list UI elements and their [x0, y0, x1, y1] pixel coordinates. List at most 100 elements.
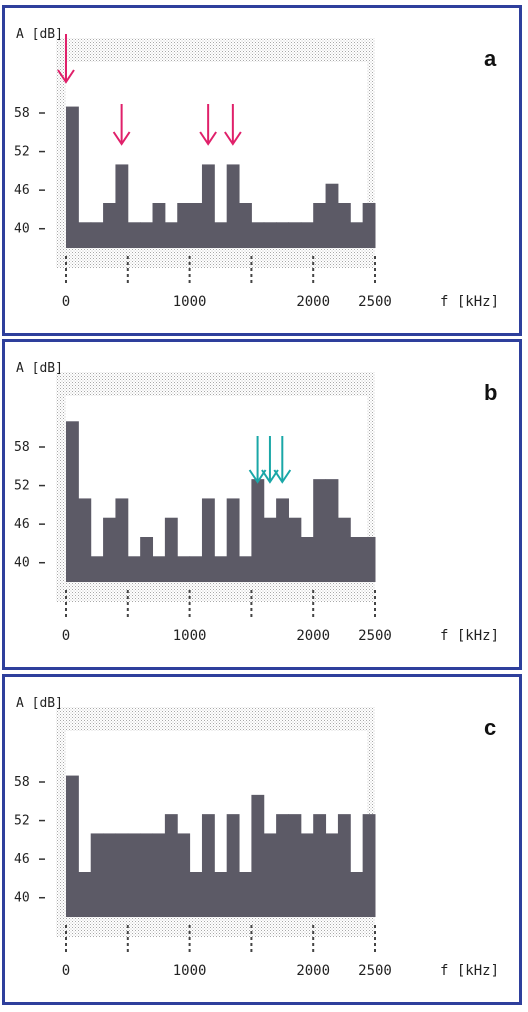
bar — [214, 872, 228, 917]
y-axis-label: A [dB] — [16, 361, 63, 376]
bar — [152, 833, 166, 917]
annotation-arrow — [199, 104, 217, 146]
bar — [177, 556, 191, 582]
bar — [90, 222, 104, 248]
bar — [313, 203, 327, 248]
y-tick-label: 52 — [14, 479, 30, 494]
bar — [201, 814, 215, 917]
annotation-arrow — [261, 436, 279, 484]
bar — [350, 872, 364, 917]
bar — [251, 222, 265, 248]
bar — [127, 222, 141, 248]
bar — [239, 872, 252, 917]
x-tick-label: 2500 — [358, 963, 392, 979]
bar — [177, 203, 191, 248]
y-tick-label: 46 — [14, 183, 30, 198]
y-tick-label: 40 — [14, 891, 30, 906]
bar — [66, 421, 79, 582]
x-axis-label: f [kHz] — [440, 628, 499, 644]
bar — [103, 833, 116, 917]
bar — [201, 498, 215, 582]
x-axis-label: f [kHz] — [440, 963, 499, 979]
x-tick-label: 2000 — [296, 628, 330, 644]
y-tick-label: 52 — [14, 814, 30, 829]
bar — [239, 203, 252, 248]
bar — [214, 556, 228, 582]
bar — [325, 833, 339, 917]
bar — [164, 517, 178, 582]
y-tick-label: 58 — [14, 440, 30, 455]
bar — [115, 498, 129, 582]
bar — [115, 833, 129, 917]
x-axis-label: f [kHz] — [440, 294, 499, 310]
bar — [337, 814, 351, 917]
x-tick-label: 2500 — [358, 294, 392, 310]
bar — [152, 203, 166, 248]
y-tick-label: 52 — [14, 145, 30, 160]
bar — [263, 517, 277, 582]
y-axis-label: A [dB] — [16, 696, 63, 711]
chart-panel-a: A [dB] 58 52 46 40 0 1000 2000 2500 f [kHz] a — [2, 5, 522, 336]
bar — [288, 517, 302, 582]
annotation-arrow — [273, 436, 292, 484]
bar — [325, 183, 339, 248]
bar — [350, 222, 364, 248]
bar — [127, 556, 141, 582]
panel-letter: a — [484, 46, 497, 71]
x-tick-label: 1000 — [173, 628, 207, 644]
bar — [350, 537, 364, 582]
bar — [362, 203, 376, 248]
bar — [251, 479, 265, 582]
bar — [103, 517, 116, 582]
bar — [66, 775, 79, 917]
x-tick-label: 2500 — [358, 628, 392, 644]
x-tick-label: 0 — [62, 628, 70, 644]
bar — [300, 833, 314, 917]
x-tick-label: 1000 — [173, 294, 207, 310]
annotation-arrow — [248, 436, 267, 484]
bar — [251, 794, 265, 917]
bar — [313, 814, 327, 917]
bar — [103, 203, 116, 248]
bar — [127, 833, 141, 917]
bar — [276, 814, 289, 917]
bar — [140, 222, 154, 248]
bar — [164, 222, 178, 248]
annotation-arrow — [224, 104, 242, 146]
bar — [189, 203, 203, 248]
chart-panel-c: A [dB] 58 52 46 40 0 1000 2000 2500 f [kHz] c — [2, 674, 522, 1005]
bar — [152, 556, 166, 582]
y-tick-label: 40 — [14, 556, 30, 571]
bar — [66, 106, 79, 248]
bar — [362, 814, 376, 917]
y-tick-label: 46 — [14, 517, 30, 532]
bar — [140, 537, 154, 582]
bar — [201, 164, 215, 248]
x-tick-label: 0 — [62, 963, 70, 979]
bar — [226, 164, 240, 248]
bar — [337, 203, 351, 248]
bar — [288, 222, 302, 248]
x-tick-label: 2000 — [296, 294, 330, 310]
y-tick-label: 40 — [14, 222, 30, 237]
y-tick-label: 46 — [14, 852, 30, 867]
panel-letter: b — [484, 380, 497, 405]
chart-panel-b: A [dB] 58 52 46 40 0 1000 2000 2500 f [kHz] b — [2, 339, 522, 670]
panel-letter: c — [484, 715, 496, 740]
y-tick-label: 58 — [14, 775, 30, 790]
bar — [276, 222, 289, 248]
bar — [189, 556, 203, 582]
x-tick-label: 2000 — [296, 963, 330, 979]
bar — [90, 556, 104, 582]
bar — [362, 537, 376, 582]
bar — [78, 498, 92, 582]
y-axis-label: A [dB] — [16, 27, 63, 42]
annotation-arrow — [57, 34, 75, 84]
bar — [263, 833, 277, 917]
bar — [300, 537, 314, 582]
bar — [325, 479, 339, 582]
bar — [226, 498, 240, 582]
annotation-arrow — [112, 104, 131, 146]
bar — [214, 222, 228, 248]
